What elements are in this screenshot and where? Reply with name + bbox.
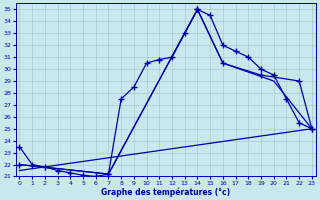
X-axis label: Graphe des températures (°c): Graphe des températures (°c) [101,187,230,197]
